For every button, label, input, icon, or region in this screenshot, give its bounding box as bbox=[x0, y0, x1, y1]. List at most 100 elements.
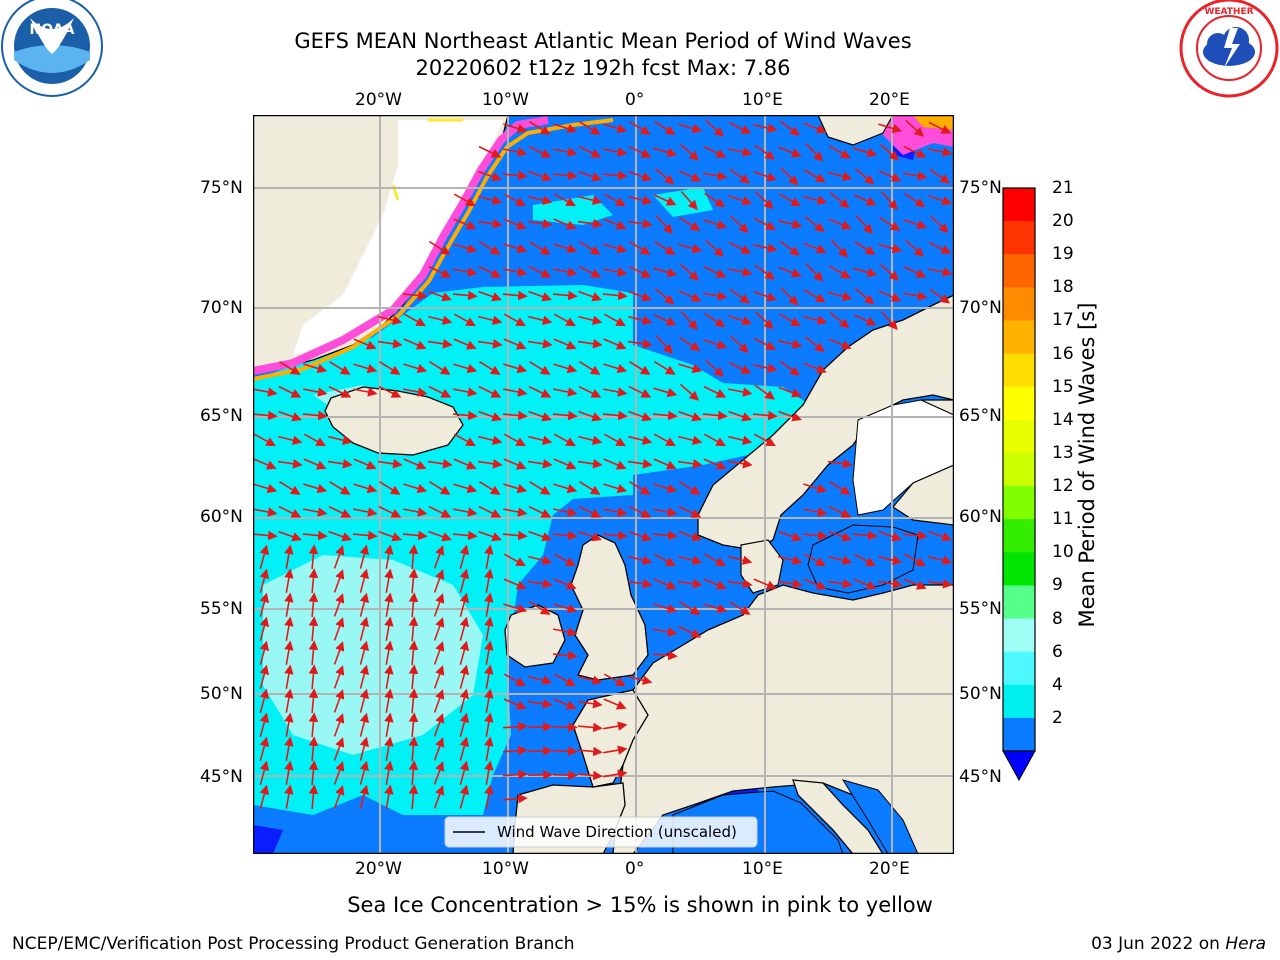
wind-wave-arrows bbox=[253, 119, 953, 810]
wave-direction-arrow bbox=[603, 338, 627, 350]
wave-direction-arrow bbox=[827, 458, 853, 469]
wave-direction-arrow bbox=[828, 530, 852, 542]
footer-host: Hera bbox=[1225, 934, 1266, 954]
wave-direction-arrow bbox=[459, 544, 469, 569]
wave-direction-arrow bbox=[253, 483, 278, 494]
wave-direction-arrow bbox=[359, 592, 369, 617]
wave-direction-arrow bbox=[529, 241, 551, 255]
wave-direction-arrow bbox=[384, 640, 394, 665]
wave-direction-arrow bbox=[408, 616, 419, 642]
wave-direction-arrow bbox=[527, 578, 553, 589]
wave-direction-arrow bbox=[602, 530, 628, 541]
colorbar-cell bbox=[1003, 419, 1035, 454]
colorbar-label-wrap: Mean Period of Wind Waves [s] bbox=[1052, 184, 1122, 744]
wave-direction-arrow bbox=[553, 507, 578, 517]
map-title: GEFS MEAN Northeast Atlantic Mean Period… bbox=[294, 29, 912, 53]
wave-direction-arrow bbox=[677, 578, 703, 589]
wave-direction-arrow bbox=[478, 435, 503, 445]
wave-direction-arrow bbox=[378, 530, 402, 542]
wave-direction-arrow bbox=[579, 121, 601, 135]
wave-direction-arrow bbox=[403, 507, 428, 517]
wave-direction-arrow bbox=[603, 267, 628, 277]
wave-direction-arrow bbox=[553, 218, 577, 230]
wave-direction-arrow bbox=[284, 736, 294, 761]
wave-direction-arrow bbox=[503, 433, 526, 447]
wave-direction-arrow bbox=[403, 313, 426, 327]
colorbar-cell bbox=[1003, 552, 1035, 586]
wave-direction-arrow bbox=[930, 215, 949, 234]
wave-direction-arrow bbox=[329, 481, 351, 495]
wave-direction-arrow bbox=[529, 121, 551, 135]
colorbar-tick: 20 bbox=[1052, 211, 1074, 232]
wave-direction-arrow bbox=[603, 363, 628, 374]
colorbar-tick: 16 bbox=[1052, 343, 1074, 364]
wave-direction-arrow bbox=[553, 458, 577, 470]
wave-direction-arrow bbox=[308, 784, 319, 810]
wave-direction-arrow bbox=[384, 784, 394, 809]
wave-direction-arrow bbox=[854, 167, 875, 185]
wave-direction-arrow bbox=[253, 410, 278, 421]
wave-direction-arrow bbox=[453, 387, 478, 397]
wave-direction-arrow bbox=[703, 553, 726, 567]
wave-direction-arrow bbox=[654, 361, 676, 375]
wave-direction-arrow bbox=[459, 784, 469, 809]
lat-tick-right: 75°N bbox=[959, 178, 1002, 198]
svg-text:NOAA: NOAA bbox=[30, 22, 75, 38]
wave-direction-arrow bbox=[553, 433, 576, 447]
wave-direction-arrow bbox=[578, 145, 602, 158]
wave-direction-arrow bbox=[578, 290, 602, 302]
wave-direction-arrow bbox=[653, 387, 678, 398]
wave-direction-arrow bbox=[753, 578, 777, 590]
wave-direction-arrow bbox=[903, 265, 927, 278]
wave-direction-arrow bbox=[903, 553, 926, 567]
colorbar-svg bbox=[1002, 187, 1036, 782]
wave-direction-arrow bbox=[259, 544, 269, 569]
wave-direction-arrow bbox=[727, 578, 753, 589]
wave-direction-arrow bbox=[333, 761, 345, 785]
wave-direction-arrow bbox=[502, 745, 528, 756]
wave-direction-arrow bbox=[328, 385, 352, 398]
wave-direction-arrow bbox=[728, 147, 753, 157]
wave-direction-arrow bbox=[577, 338, 603, 349]
wave-direction-arrow bbox=[629, 481, 651, 495]
wave-direction-arrow bbox=[654, 287, 675, 305]
wave-direction-arrow bbox=[653, 433, 676, 447]
wave-direction-arrow bbox=[502, 793, 528, 804]
wave-direction-arrow bbox=[503, 507, 528, 517]
wave-direction-arrow bbox=[477, 218, 503, 229]
wave-direction-arrow bbox=[484, 544, 494, 569]
wave-direction-arrow bbox=[703, 458, 727, 470]
wave-direction-arrow bbox=[359, 664, 369, 689]
wave-direction-arrow bbox=[928, 267, 953, 277]
wave-direction-arrow bbox=[552, 410, 578, 421]
wave-direction-arrow bbox=[452, 410, 478, 421]
wave-direction-arrow bbox=[253, 530, 278, 541]
wave-direction-arrow bbox=[603, 218, 627, 230]
wave-direction-arrow bbox=[408, 784, 419, 810]
wave-direction-arrow bbox=[929, 288, 951, 304]
wave-direction-arrow bbox=[528, 195, 553, 205]
wave-direction-arrow bbox=[678, 410, 702, 422]
wave-direction-arrow bbox=[484, 688, 494, 713]
wave-direction-arrow bbox=[278, 530, 302, 542]
wave-direction-arrow bbox=[303, 433, 326, 447]
wave-direction-arrow bbox=[680, 190, 698, 211]
wave-direction-arrow bbox=[308, 544, 319, 570]
wave-direction-arrow bbox=[678, 530, 702, 542]
wave-direction-arrow bbox=[903, 171, 928, 181]
wave-direction-arrow bbox=[728, 555, 753, 565]
wave-direction-arrow bbox=[503, 363, 528, 374]
wave-direction-arrow bbox=[603, 769, 628, 779]
wave-direction-arrow bbox=[308, 640, 319, 666]
wave-direction-arrow bbox=[408, 712, 419, 738]
lat-tick-left: 50°N bbox=[200, 684, 243, 704]
lat-tick-left: 60°N bbox=[200, 507, 243, 527]
wave-direction-arrow bbox=[728, 387, 753, 397]
lon-tick-bottom: 10°E bbox=[742, 859, 783, 879]
wave-direction-arrow bbox=[503, 578, 527, 590]
italy bbox=[792, 779, 884, 854]
wave-direction-arrow bbox=[652, 410, 678, 421]
wave-direction-arrow bbox=[679, 216, 701, 231]
lon-tick-top: 10°E bbox=[742, 90, 783, 110]
wave-direction-arrow bbox=[603, 193, 626, 207]
